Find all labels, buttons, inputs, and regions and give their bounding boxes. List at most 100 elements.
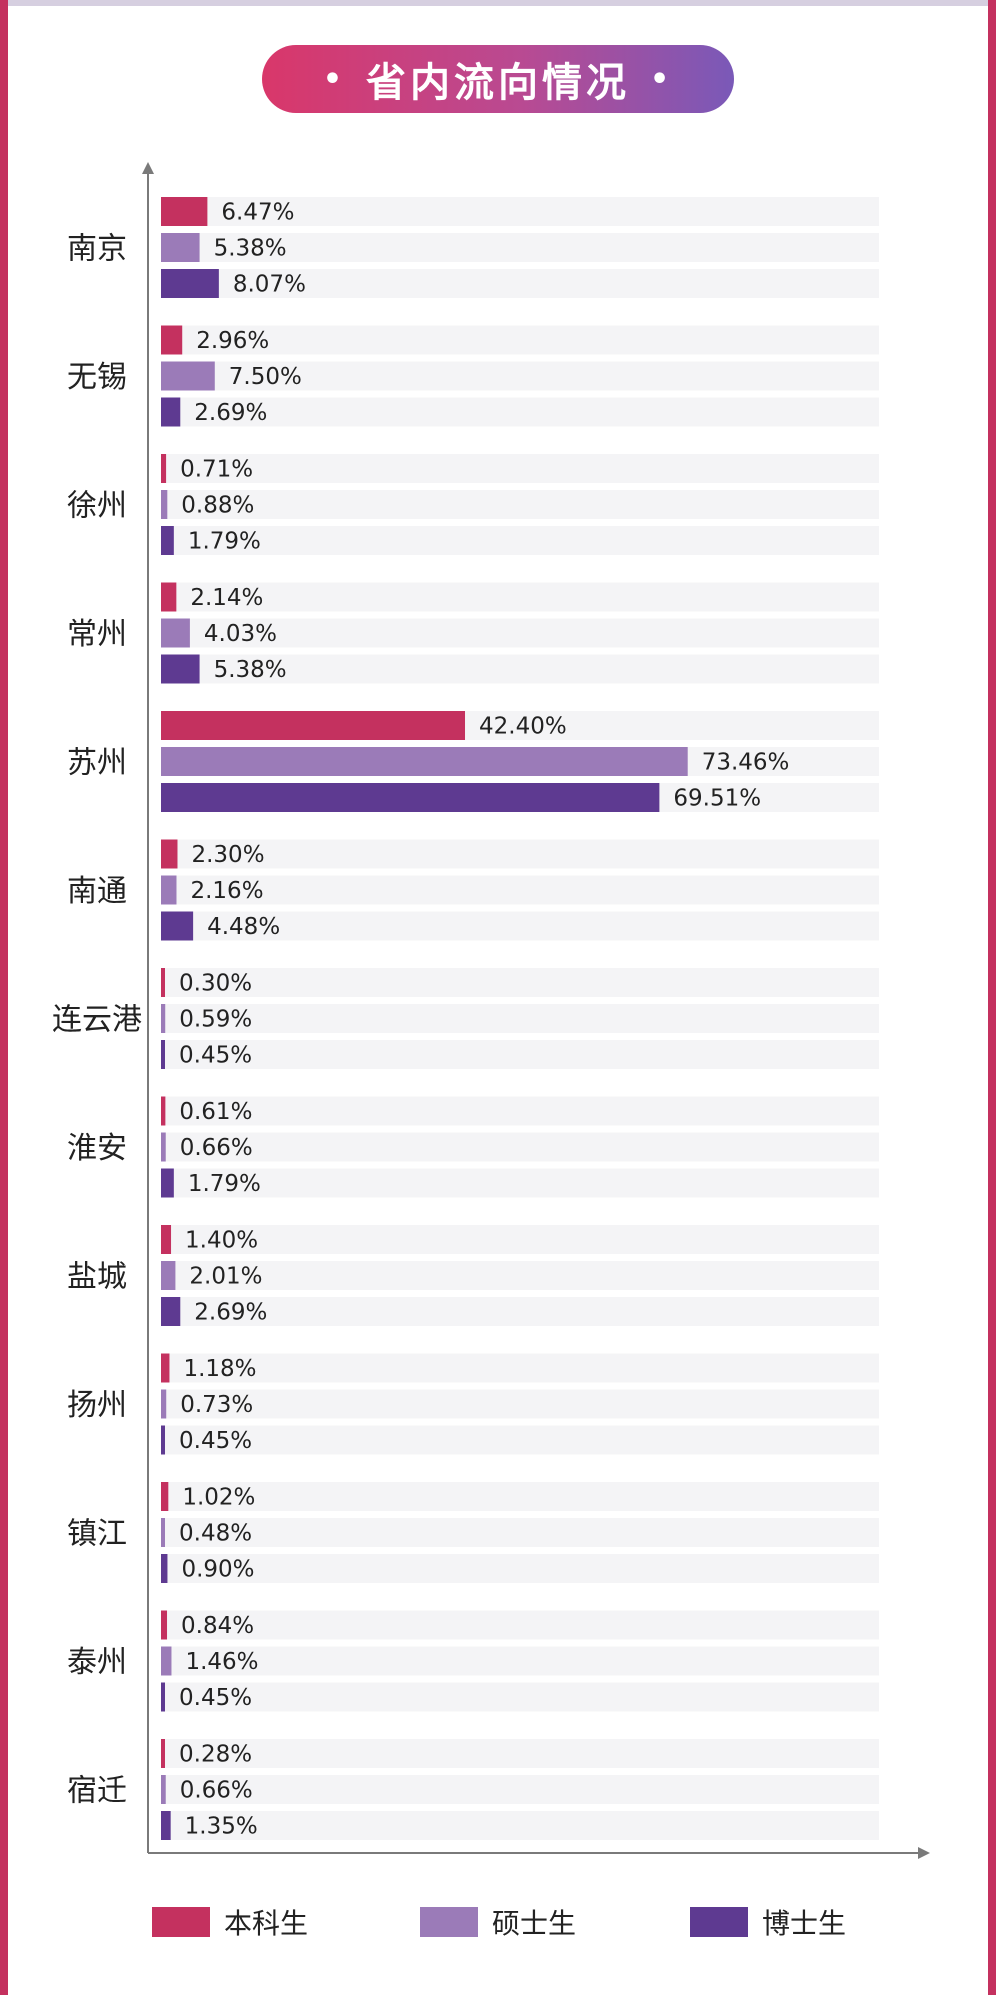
category-label: 盐城 <box>67 1260 127 1295</box>
bar-track <box>161 1775 879 1804</box>
bar <box>161 1261 176 1290</box>
bar <box>161 1425 165 1455</box>
bar-track <box>161 1739 879 1768</box>
bar-track <box>161 361 879 391</box>
bar <box>161 1682 165 1712</box>
bar <box>161 1739 165 1768</box>
bar-track <box>161 911 879 941</box>
category-label: 宿迁 <box>67 1774 127 1809</box>
bar <box>161 490 168 519</box>
title-dot-left: • <box>322 61 346 97</box>
legend-label-undergrad: 本科生 <box>224 1907 309 1940</box>
category-label: 苏州 <box>67 746 127 781</box>
legend: 本科生 硕士生 博士生 <box>0 1902 996 1942</box>
bar-track <box>161 1040 879 1069</box>
data-label: 2.16% <box>190 878 263 904</box>
legend-swatch-undergrad <box>152 1907 210 1937</box>
data-label: 0.66% <box>180 1135 253 1161</box>
data-label: 5.38% <box>214 657 287 683</box>
data-label: 0.88% <box>181 493 254 519</box>
bar-track <box>161 1225 879 1254</box>
bar <box>161 654 200 684</box>
left-border <box>0 0 8 1995</box>
bar-track <box>161 1132 879 1162</box>
bar <box>161 968 165 997</box>
category-label: 无锡 <box>67 360 127 395</box>
data-label: 2.30% <box>191 842 264 868</box>
bar-track <box>161 1168 879 1198</box>
y-axis-arrow <box>142 162 154 174</box>
bar <box>161 454 167 483</box>
legend-label-master: 硕士生 <box>492 1907 577 1940</box>
legend-swatch-phd <box>690 1907 748 1937</box>
bar <box>161 1389 167 1419</box>
bar-track <box>161 654 879 684</box>
bar <box>161 197 208 226</box>
legend-item-phd: 博士生 <box>690 1902 846 1942</box>
data-label: 1.79% <box>188 529 261 555</box>
bar-track <box>161 490 879 519</box>
data-label: 0.48% <box>179 1521 252 1547</box>
data-label: 1.46% <box>185 1649 258 1675</box>
bar-track <box>161 839 879 869</box>
bar-track <box>161 1518 879 1547</box>
bar-track <box>161 1261 879 1290</box>
data-label: 0.45% <box>179 1685 252 1711</box>
category-label: 扬州 <box>67 1388 127 1423</box>
bar-track <box>161 968 879 997</box>
data-label: 1.35% <box>185 1814 258 1840</box>
data-label: 0.73% <box>180 1392 253 1418</box>
data-label: 0.84% <box>181 1613 254 1639</box>
bar-track <box>161 1425 879 1455</box>
bar-track <box>161 1554 879 1583</box>
category-label: 淮安 <box>67 1131 127 1166</box>
bar <box>161 1610 168 1640</box>
category-label: 镇江 <box>67 1517 127 1552</box>
title-dot-right: • <box>650 61 674 97</box>
bar <box>161 582 177 612</box>
category-label: 常州 <box>67 617 127 652</box>
bar <box>161 875 177 905</box>
bar-track <box>161 1811 879 1840</box>
category-label: 徐州 <box>67 489 127 524</box>
chart-title: 省内流向情况 <box>366 60 630 106</box>
bar-track <box>161 1610 879 1640</box>
data-label: 0.45% <box>179 1043 252 1069</box>
bar-track <box>161 197 879 226</box>
data-label: 2.14% <box>190 585 263 611</box>
data-label: 7.50% <box>229 364 302 390</box>
data-label: 4.48% <box>207 914 280 940</box>
data-label: 73.46% <box>702 750 790 776</box>
data-label: 2.01% <box>189 1264 262 1290</box>
category-label: 南京 <box>67 232 127 267</box>
data-label: 69.51% <box>673 786 761 812</box>
bar-track <box>161 1297 879 1326</box>
category-label: 泰州 <box>67 1645 127 1680</box>
bar-track <box>161 582 879 612</box>
bar <box>161 1646 172 1676</box>
bar <box>161 1297 181 1326</box>
bar <box>161 783 660 812</box>
data-label: 6.47% <box>221 200 294 226</box>
bar <box>161 1168 174 1198</box>
data-label: 2.69% <box>194 1300 267 1326</box>
data-label: 8.07% <box>233 272 306 298</box>
x-axis-arrow <box>918 1847 930 1859</box>
bar <box>161 1811 171 1840</box>
data-label: 0.30% <box>179 971 252 997</box>
data-label: 0.90% <box>181 1557 254 1583</box>
category-label: 南通 <box>67 874 127 909</box>
bar <box>161 1132 166 1162</box>
bar-track <box>161 1004 879 1033</box>
bar <box>161 526 174 555</box>
bar <box>161 361 215 391</box>
bar <box>161 911 194 941</box>
bar <box>161 1353 170 1383</box>
data-label: 1.02% <box>182 1485 255 1511</box>
bar <box>161 397 181 427</box>
bar-track <box>161 1389 879 1419</box>
bar <box>161 711 466 740</box>
bar <box>161 1518 165 1547</box>
bar <box>161 1096 166 1126</box>
